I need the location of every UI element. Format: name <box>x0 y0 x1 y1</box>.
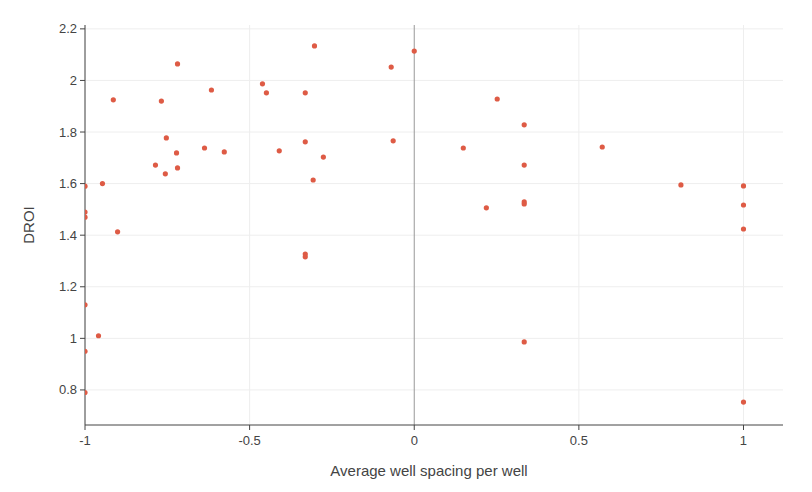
point <box>522 162 527 167</box>
point <box>741 226 746 231</box>
point <box>85 209 88 214</box>
point <box>175 61 180 66</box>
x-tick <box>414 425 415 430</box>
point <box>303 139 308 144</box>
point <box>391 138 396 143</box>
x-grid-line <box>743 25 744 425</box>
point <box>164 135 169 140</box>
y-tick-label: 1 <box>70 331 77 346</box>
x-tick-label: -1 <box>79 433 91 448</box>
point <box>159 98 164 103</box>
y-grid-line <box>85 338 783 339</box>
point <box>321 154 326 159</box>
y-axis-line <box>85 25 86 425</box>
y-tick <box>80 80 85 81</box>
point <box>412 48 417 53</box>
y-grid-line <box>85 80 783 81</box>
point <box>495 96 500 101</box>
x-grid-line <box>85 25 86 425</box>
x-tick-label: -0.5 <box>238 433 260 448</box>
point <box>175 165 180 170</box>
chart: 0.8 1 1.2 1.4 1.6 1.8 2 2.2 -1 -0.5 0 0.5 1 Average w… <box>0 0 812 492</box>
y-tick <box>80 235 85 236</box>
point <box>389 64 394 69</box>
point <box>600 144 605 149</box>
point <box>202 145 207 150</box>
point <box>303 90 308 95</box>
point <box>153 162 158 167</box>
point <box>115 229 120 234</box>
y-grid-line <box>85 183 783 184</box>
x-tick <box>578 425 579 430</box>
zero-line <box>414 25 415 425</box>
points <box>85 43 746 404</box>
axes: 0.8 1 1.2 1.4 1.6 1.8 2 2.2 -1 -0.5 0 0.5 1 <box>59 21 783 448</box>
point <box>741 183 746 188</box>
point <box>260 81 265 86</box>
x-tick-label: 0 <box>411 433 418 448</box>
point <box>163 171 168 176</box>
point <box>678 182 683 187</box>
point <box>111 97 116 102</box>
grid <box>85 25 783 425</box>
point <box>522 122 527 127</box>
point <box>85 302 88 307</box>
y-tick-label: 1.8 <box>59 125 77 140</box>
y-grid-line <box>85 132 783 133</box>
point <box>522 339 527 344</box>
x-tick <box>249 425 250 430</box>
y-tick-label: 2.2 <box>59 21 77 36</box>
point <box>461 145 466 150</box>
point <box>303 254 308 259</box>
x-tick <box>85 425 86 430</box>
y-grid-line <box>85 389 783 390</box>
x-tick-label: 0.5 <box>570 433 588 448</box>
y-tick <box>80 286 85 287</box>
point <box>484 205 489 210</box>
y-axis-title: DROI <box>20 206 37 244</box>
y-tick-label: 1.4 <box>59 228 77 243</box>
point <box>277 148 282 153</box>
point <box>522 201 527 206</box>
point <box>741 202 746 207</box>
y-tick <box>80 132 85 133</box>
y-tick-label: 0.8 <box>59 382 77 397</box>
y-tick <box>80 389 85 390</box>
y-tick-label: 1.2 <box>59 279 77 294</box>
point <box>264 90 269 95</box>
point <box>222 149 227 154</box>
y-tick <box>80 28 85 29</box>
point <box>100 181 105 186</box>
y-tick <box>80 338 85 339</box>
x-tick-label: 1 <box>740 433 747 448</box>
y-tick-label: 1.6 <box>59 176 77 191</box>
x-grid-line <box>578 25 579 425</box>
point <box>85 215 88 220</box>
y-tick <box>80 183 85 184</box>
point <box>209 87 214 92</box>
point <box>174 150 179 155</box>
x-axis-title: Average well spacing per well <box>330 462 527 479</box>
point <box>311 177 316 182</box>
y-tick-label: 2 <box>70 73 77 88</box>
y-grid-line <box>85 286 783 287</box>
point <box>85 184 88 189</box>
point <box>96 333 101 338</box>
point <box>741 399 746 404</box>
point <box>85 390 88 395</box>
point <box>312 43 317 48</box>
point <box>85 349 88 354</box>
x-grid-line <box>249 25 250 425</box>
y-grid-line <box>85 235 783 236</box>
x-axis-line <box>85 425 783 426</box>
x-tick <box>743 425 744 430</box>
y-grid-line <box>85 28 783 29</box>
